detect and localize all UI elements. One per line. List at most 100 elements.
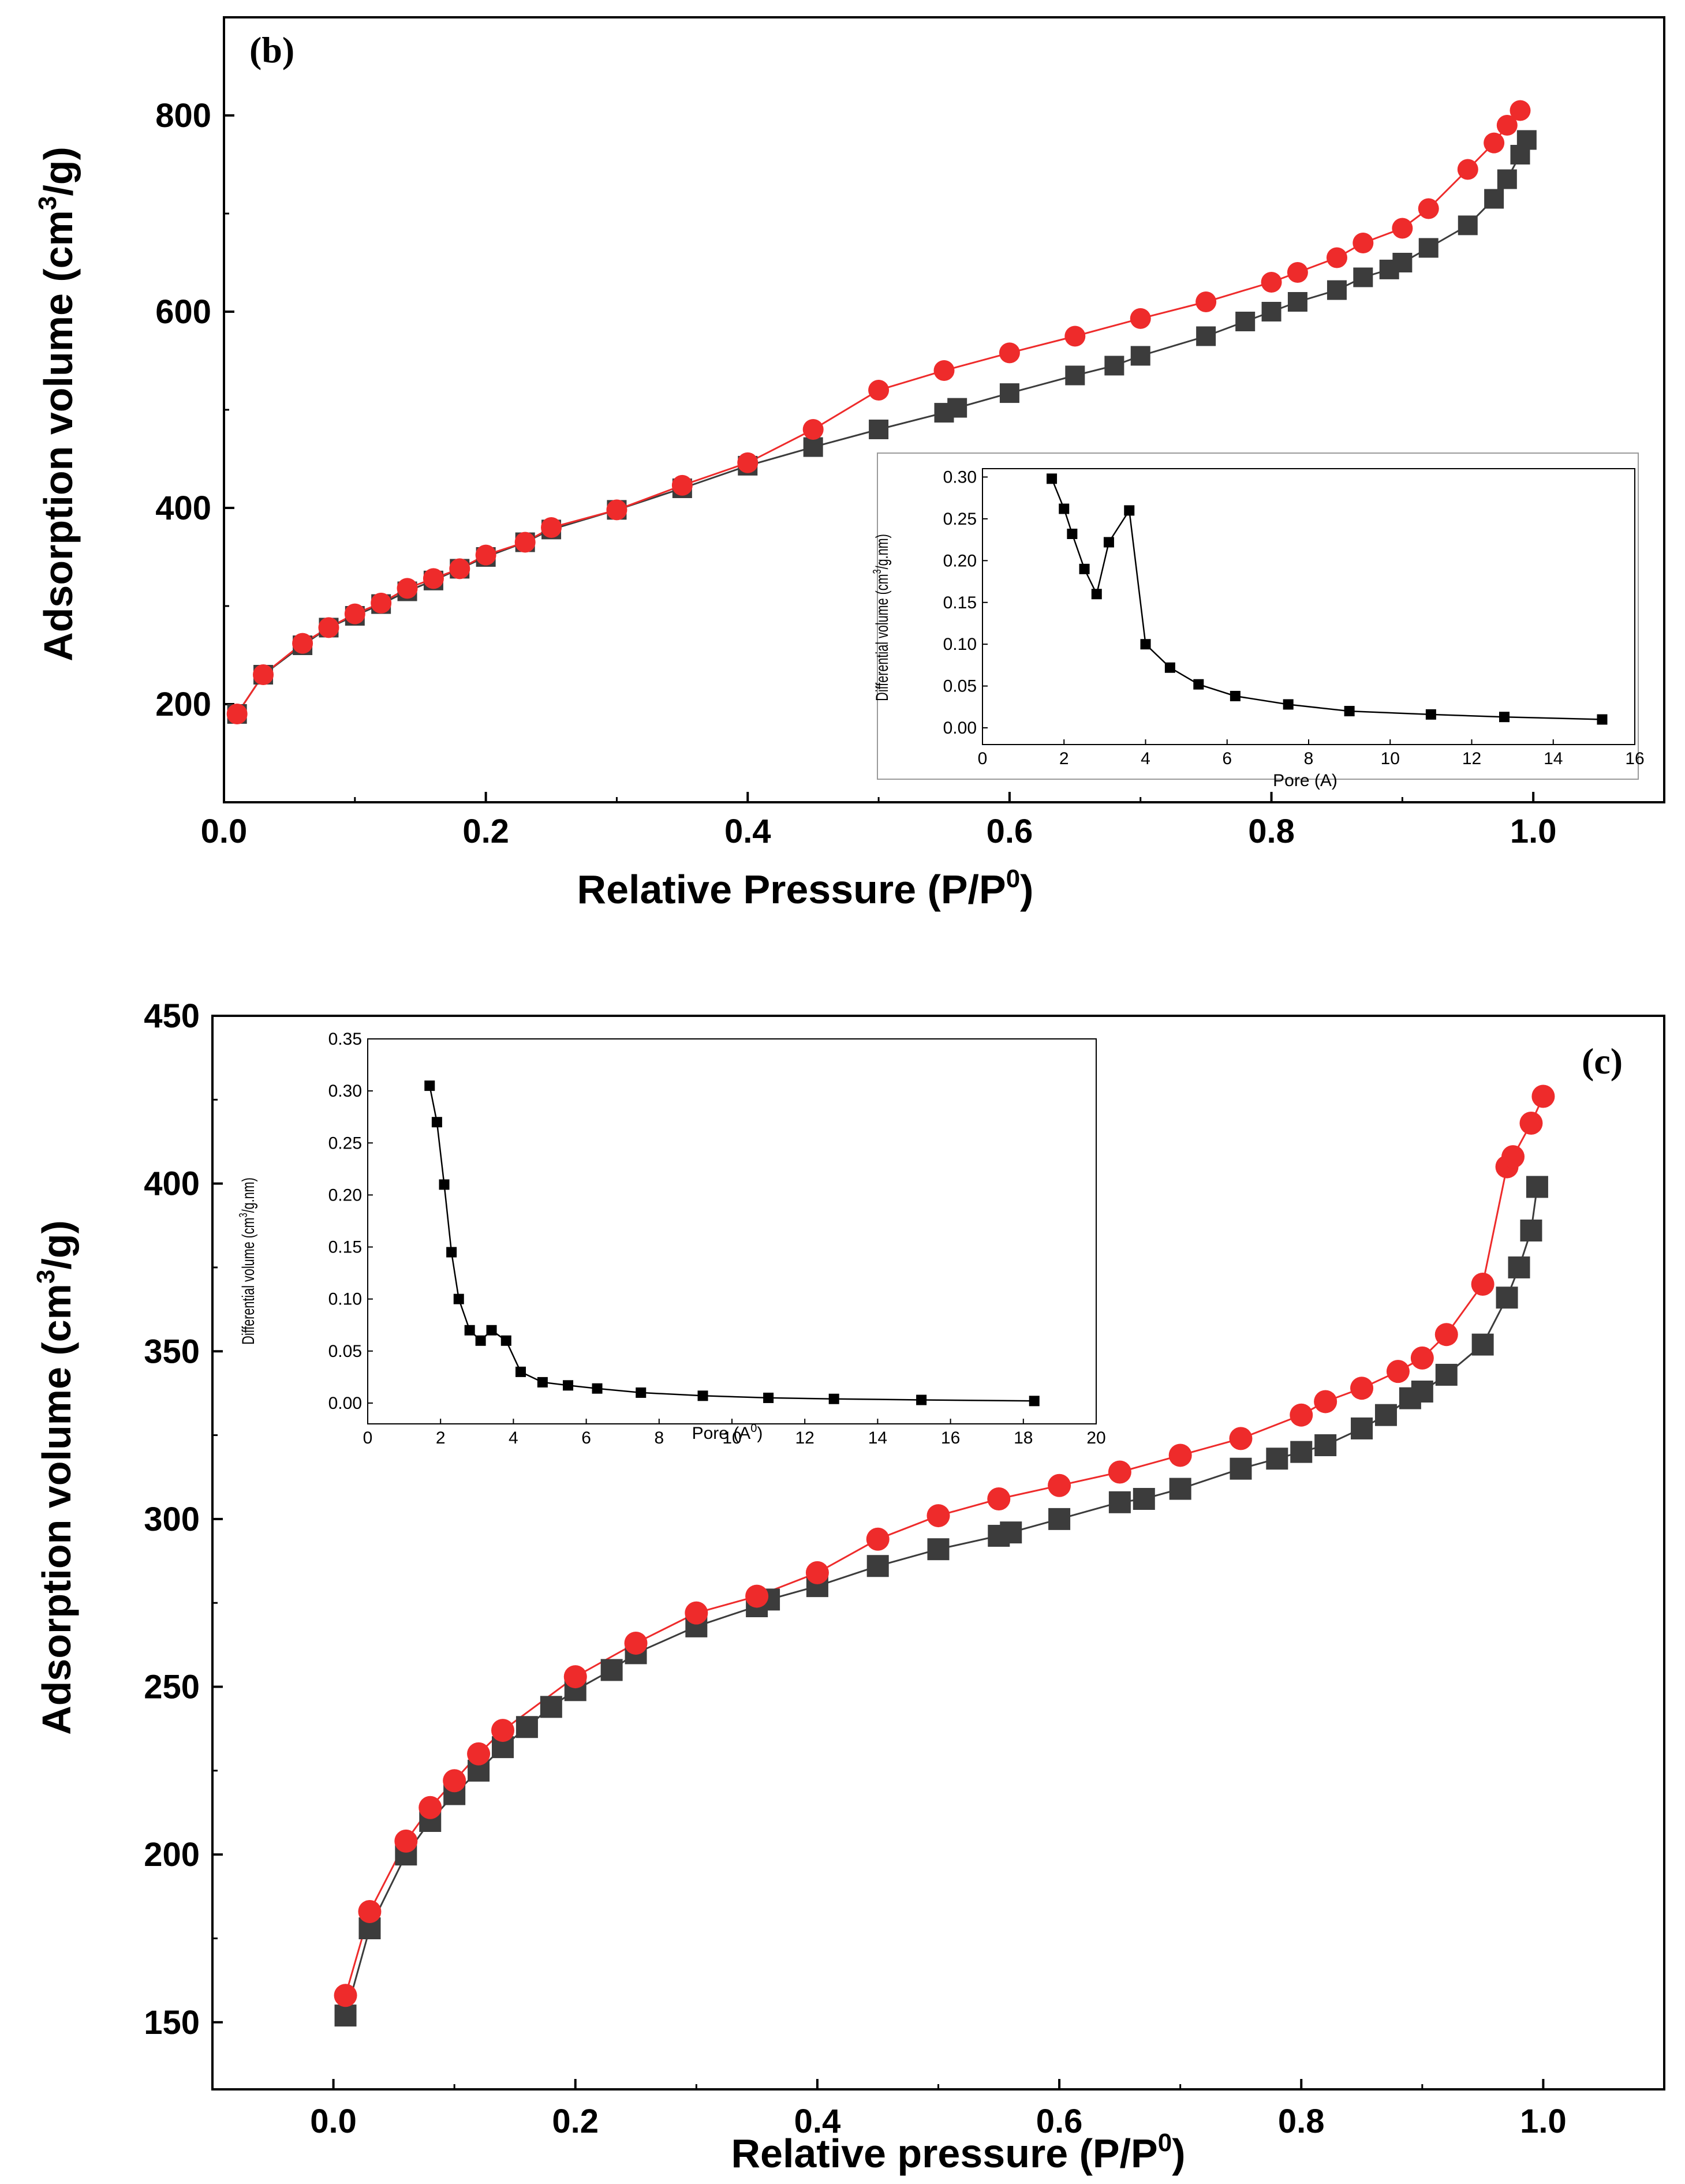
panel-c-inset-point [486, 1325, 497, 1336]
panel-b-inset-x-tick-label: 6 [1222, 749, 1232, 768]
panel-c-y-axis-title: Adsorption volume (cm3/g) [32, 1220, 79, 1735]
panel-b-inset-y-tick-label: 0.25 [943, 510, 977, 529]
panel-b-inset-point [1425, 709, 1436, 720]
panel-b-desorption-point [292, 633, 313, 654]
panel-c-adsorption-point [1435, 1363, 1458, 1386]
panel-b-desorption-point [1287, 262, 1308, 283]
panel-c-inset-point [475, 1335, 486, 1346]
panel-b-inset-y-tick-label: 0.20 [943, 551, 977, 570]
panel-c-y-tick-label: 450 [144, 997, 200, 1035]
panel-c-desorption-point [866, 1527, 890, 1551]
panel-b-desorption-point [606, 499, 627, 521]
panel-c-desorption-point [1048, 1474, 1071, 1497]
panel-b-x-tick-label: 0.2 [462, 813, 509, 850]
panel-b-inset-point [1079, 563, 1090, 574]
panel-b-desorption-point [671, 474, 693, 496]
panel-c-inset-point [515, 1366, 526, 1377]
panel-b-desorption-point [449, 558, 470, 579]
panel-c-inset-x-tick-label: 14 [868, 1428, 887, 1448]
panel-b-inset-x-tick-label: 12 [1462, 749, 1481, 768]
panel-b-adsorption-point [1418, 238, 1439, 258]
panel-b-desorption-point [737, 452, 759, 473]
panel-b-adsorption-point [869, 420, 889, 439]
panel-b-desorption-point [1484, 132, 1505, 154]
panel-b-x-tick-label: 0.0 [201, 813, 248, 850]
panel-c-inset-point [500, 1335, 511, 1346]
panel-c-inset-x-tick-label: 4 [509, 1428, 518, 1448]
panel-b-inset-point [1499, 712, 1510, 723]
panel-b-adsorption-point [1484, 189, 1504, 209]
panel-b-inset-y-tick-label: 0.00 [943, 719, 977, 738]
panel-c-inset-point [828, 1393, 839, 1404]
panel-c-inset-point [537, 1377, 548, 1388]
panel-b-desorption-point [226, 704, 248, 724]
panel-b-y-tick-label: 600 [155, 293, 211, 331]
panel-b-inset-point [1597, 714, 1608, 725]
panel-c-adsorption-point [1374, 1404, 1397, 1426]
panel-b-desorption-point [514, 532, 536, 553]
panel-c-inset-point [424, 1080, 435, 1091]
panel-b-x-tick-label: 0.4 [724, 813, 771, 850]
panel-c-inset-x-tick-label: 12 [795, 1428, 815, 1448]
panel-c-inset-x-tick-label: 8 [654, 1428, 664, 1448]
panel-c-adsorption-point [1290, 1441, 1313, 1463]
panel-b-inset-point [1067, 528, 1078, 539]
panel-c-inset-point [697, 1390, 708, 1401]
panel-c-inset-point [1029, 1396, 1040, 1407]
panel-c-desorption-point [491, 1719, 514, 1742]
panel-b-desorption-point [999, 342, 1020, 364]
panel-c-inset: 0.00 0.05 0.10 0.15 0.20 0.25 0.30 0.35 0 2 4 6 8 10 1… [237, 1030, 1106, 1448]
panel-b-inset-point [1344, 706, 1355, 717]
panel-c-inset-point [446, 1247, 457, 1258]
panel-b-adsorption-point [1104, 356, 1124, 376]
panel-c-desorption-point [745, 1584, 769, 1608]
panel-c-inset-x-title: Pore (A0) [692, 1422, 763, 1443]
panel-c-inset-y-tick-label: 0.05 [328, 1342, 362, 1361]
panel-c-desorption-point [1350, 1377, 1374, 1400]
panel-b-label: (b) [249, 29, 294, 70]
panel-b-inset-point [1059, 503, 1070, 514]
panel-b-adsorption-point [1497, 169, 1517, 189]
panel-b-adsorption-point [1458, 215, 1478, 235]
panel-c-desorption-point [1229, 1427, 1253, 1450]
panel-b-inset-y-tick-label: 0.15 [943, 593, 977, 612]
panel-c-y-tick-label: 300 [144, 1501, 200, 1538]
panel-b-inset-y-tick-label: 0.10 [943, 635, 977, 654]
panel-c-x-tick-label: 0.6 [1036, 2103, 1083, 2140]
panel-b-desorption-point [868, 380, 890, 401]
panel-c-inset-x-tick-label: 16 [941, 1428, 960, 1448]
panel-b-inset-line [1051, 478, 1602, 720]
panel-b-desorption-point [541, 517, 562, 538]
panel-c-adsorption-point [1351, 1417, 1373, 1439]
panel-c-y-tick-label: 150 [144, 2004, 200, 2041]
panel-c-inset-x-tick-label: 2 [436, 1428, 446, 1448]
panel-b-adsorption-point [947, 398, 967, 418]
panel-b-desorption-point [1392, 218, 1413, 239]
panel-c-adsorption-point [540, 1696, 562, 1718]
panel-c-label: (c) [1582, 1041, 1623, 1082]
panel-b-inset-x-tick-label: 0 [978, 749, 988, 768]
panel-b-desorption-point [318, 617, 339, 638]
panel-c-inset-line [429, 1085, 1034, 1402]
panel-c-adsorption-point [1266, 1448, 1288, 1470]
panel-b-inset-point [1283, 699, 1294, 710]
panel-b-desorption-point [933, 360, 955, 381]
panel-b-inset-x-title: Pore (A) [1273, 771, 1337, 790]
panel-c-desorption-point [926, 1504, 950, 1528]
panel-c-inset-y-tick-label: 0.25 [328, 1134, 362, 1153]
panel-c-inset-x-tick-label: 20 [1086, 1428, 1105, 1448]
panel-c-inset-y-tick-label: 0.20 [328, 1186, 362, 1205]
panel-c-inset-point [636, 1387, 647, 1398]
panel-b-adsorption-point [1130, 346, 1150, 366]
panel-b-desorption-point [423, 568, 444, 589]
panel-c-desorption-point [1519, 1112, 1543, 1135]
panel-c-inset-y-tick-label: 0.00 [328, 1394, 362, 1413]
panel-b-desorption-point [253, 664, 274, 685]
panel-b-y-tick-label: 800 [155, 97, 211, 134]
panel-b-desorption-point [1418, 198, 1439, 219]
panel-c-inset-y-title: Differential volume (cm3/g.nm) [237, 1177, 258, 1345]
panel-c-inset-x-tick-label: 18 [1014, 1428, 1033, 1448]
panel-c-inset-point [439, 1179, 450, 1190]
